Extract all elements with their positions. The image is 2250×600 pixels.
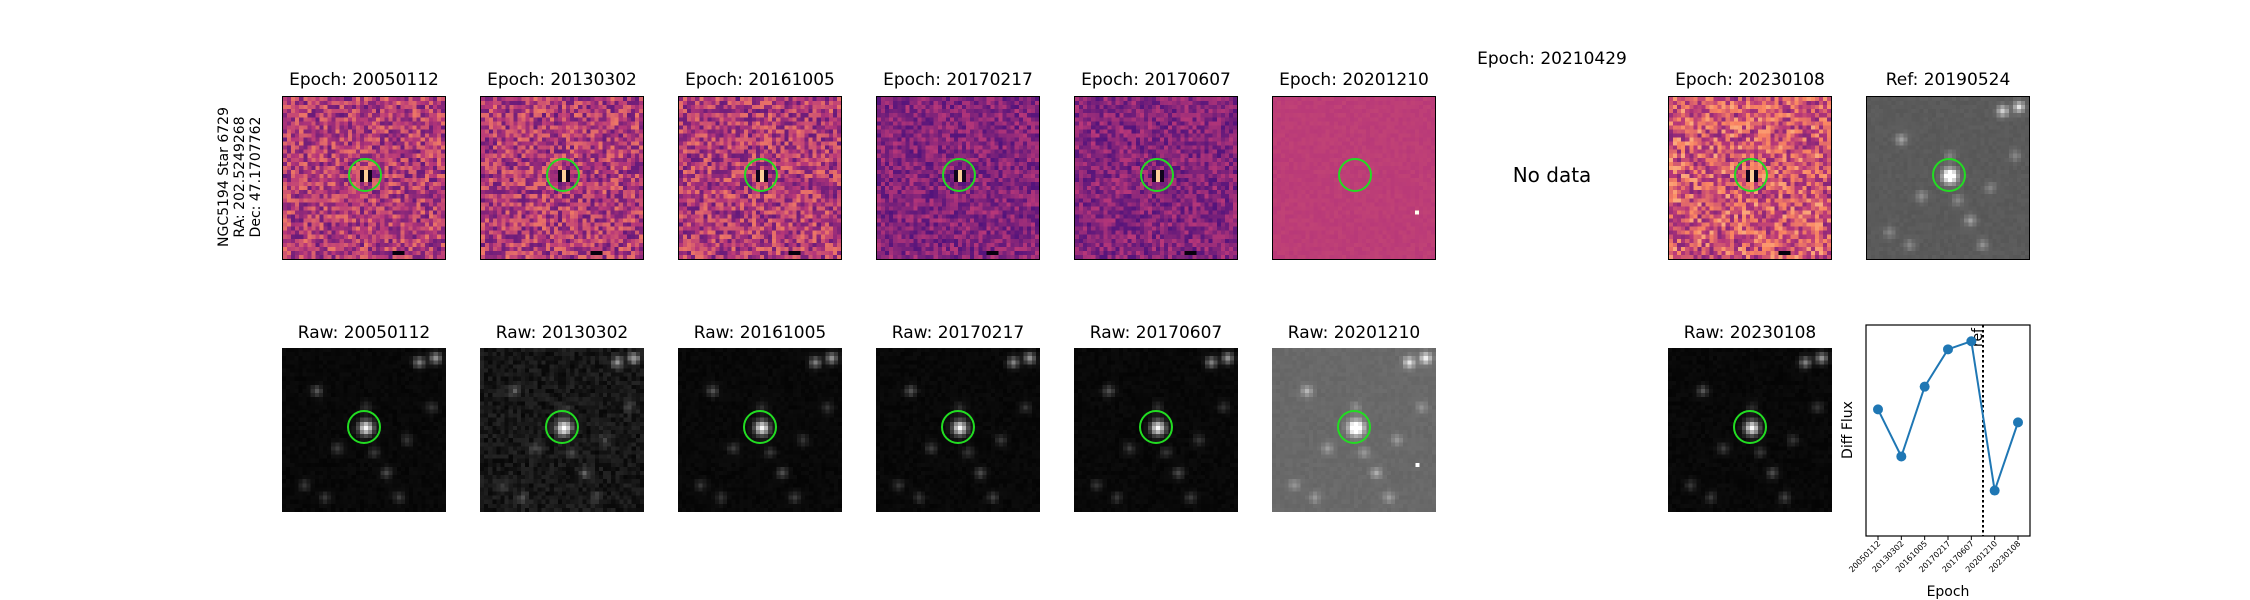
diff-title-1: Epoch: 20050112 xyxy=(289,70,439,90)
raw-title-3: Raw: 20161005 xyxy=(693,323,827,343)
target-ring xyxy=(348,158,382,192)
target-ring xyxy=(1734,158,1768,192)
diff-title-7: Epoch: 20210429 xyxy=(1477,49,1627,69)
diff-image-4 xyxy=(876,96,1040,260)
target-ring xyxy=(347,410,381,444)
raw-title-5: Raw: 20170607 xyxy=(1089,323,1223,343)
raw-title-4: Raw: 20170217 xyxy=(891,323,1025,343)
diff-image-3 xyxy=(678,96,842,260)
diff-image-6 xyxy=(1272,96,1436,260)
data-point-20130302 xyxy=(1896,451,1907,462)
target-ring xyxy=(743,410,777,444)
raw-image-1 xyxy=(282,348,446,512)
raw-title-7: Raw: 20230108 xyxy=(1683,323,1817,343)
raw-image-5 xyxy=(1074,348,1238,512)
diff-title-6: Epoch: 20201210 xyxy=(1279,70,1429,90)
series-line xyxy=(1877,339,2019,491)
raw-image-6 xyxy=(1272,348,1436,512)
data-point-20161005 xyxy=(1919,381,1930,392)
diff-image-1 xyxy=(282,96,446,260)
target-ring xyxy=(941,410,975,444)
reference-image xyxy=(1866,96,2030,260)
raw-title-1: Raw: 20050112 xyxy=(297,323,431,343)
raw-image-7 xyxy=(1668,348,1832,512)
data-point-20170607 xyxy=(1966,336,1977,347)
raw-title-2: Raw: 20130302 xyxy=(495,323,629,343)
target-ring xyxy=(546,158,580,192)
target-ring xyxy=(1337,410,1371,444)
diff-title-2: Epoch: 20130302 xyxy=(487,70,637,90)
diff-title-3: Epoch: 20161005 xyxy=(685,70,835,90)
target-ring xyxy=(744,158,778,192)
y-axis-label: Diff Flux xyxy=(1840,401,1856,459)
target-ring xyxy=(1932,158,1966,192)
data-point-20170217 xyxy=(1943,344,1953,355)
no-data-text: No data xyxy=(1512,163,1592,187)
target-ring xyxy=(1139,410,1173,444)
target-ring xyxy=(942,158,976,192)
diff-title-8: Epoch: 20230108 xyxy=(1675,70,1825,90)
data-point-20230108 xyxy=(2013,417,2023,428)
x-axis-label: Epoch xyxy=(1927,584,1970,600)
raw-title-6: Raw: 20201210 xyxy=(1287,323,1421,343)
lc-frame xyxy=(1865,324,2031,537)
ref-title: Ref: 20190524 xyxy=(1885,70,2011,90)
diff-image-8 xyxy=(1668,96,1832,260)
diff-image-2 xyxy=(480,96,644,260)
diff-title-5: Epoch: 20170607 xyxy=(1081,70,1231,90)
raw-image-4 xyxy=(876,348,1040,512)
diff-image-5 xyxy=(1074,96,1238,260)
raw-image-3 xyxy=(678,348,842,512)
target-ring xyxy=(1733,410,1767,444)
target-ring xyxy=(1140,158,1174,192)
target-ring xyxy=(1338,158,1372,192)
data-point-20201210 xyxy=(1989,485,2000,496)
target-ring xyxy=(545,410,579,444)
data-point-20050112 xyxy=(1873,404,1883,415)
raw-image-2 xyxy=(480,348,644,512)
diff-title-4: Epoch: 20170217 xyxy=(883,70,1033,90)
